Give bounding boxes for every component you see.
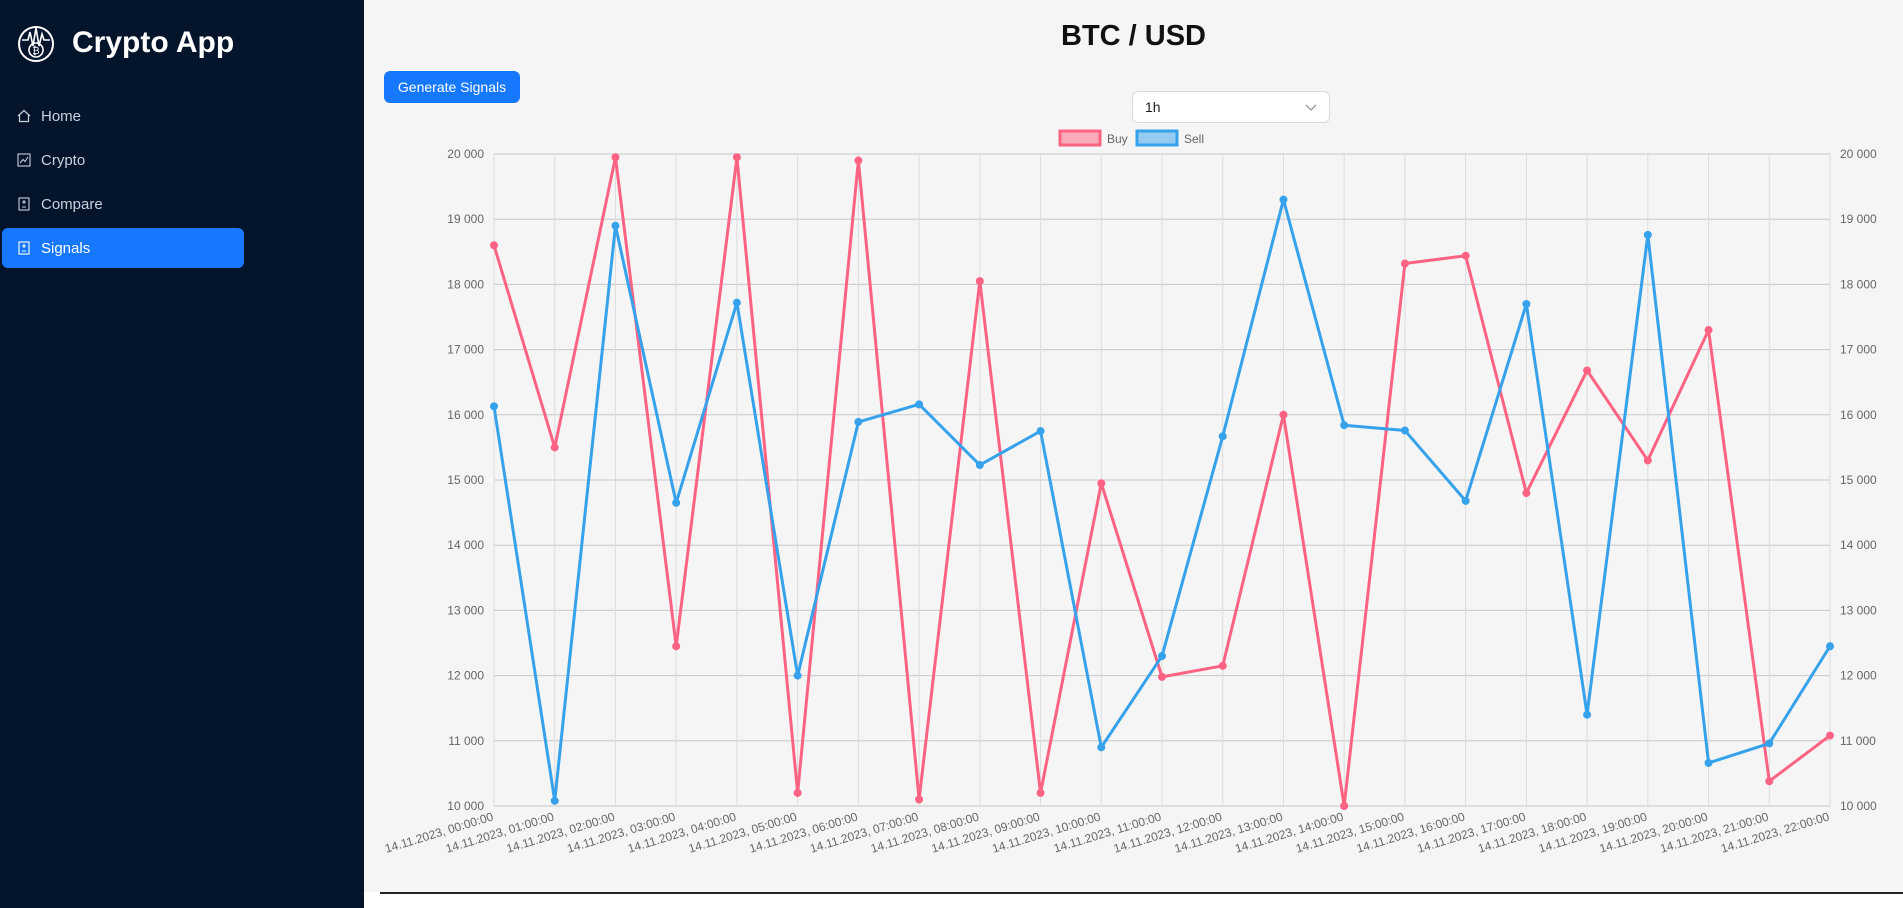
data-point-sell	[611, 221, 620, 230]
data-point-buy	[1765, 777, 1774, 786]
sidebar-item-crypto[interactable]: Crypto	[2, 140, 244, 180]
data-point-buy	[975, 277, 984, 286]
data-point-sell	[975, 461, 984, 470]
data-point-buy	[1400, 259, 1409, 268]
data-point-sell	[550, 796, 559, 805]
data-point-sell	[854, 417, 863, 426]
bitcoin-logo-icon: ₿	[18, 26, 54, 62]
sidebar-item-label: Crypto	[41, 151, 86, 169]
data-point-sell	[1583, 710, 1592, 719]
data-point-sell	[1826, 642, 1834, 651]
data-point-sell	[1400, 426, 1409, 435]
data-point-sell	[793, 671, 802, 680]
brand[interactable]: ₿ Crypto App	[16, 20, 234, 66]
data-point-buy	[1826, 731, 1834, 740]
data-point-buy	[1583, 366, 1592, 375]
data-point-sell	[1218, 432, 1227, 441]
data-point-buy	[1158, 672, 1166, 681]
legend-swatch-buy	[1058, 129, 1102, 147]
data-point-buy	[611, 153, 620, 162]
y-tick-label-left: 11 000	[448, 734, 484, 748]
legend-label-buy: Buy	[1107, 132, 1128, 146]
y-tick-label-left: 20 000	[447, 147, 484, 161]
data-point-buy	[793, 788, 802, 797]
data-point-buy	[1522, 489, 1531, 498]
y-tick-label-right: 17 000	[1840, 343, 1877, 357]
data-point-sell	[1158, 652, 1166, 661]
y-tick-label-right: 13 000	[1840, 603, 1877, 617]
footer-strip	[380, 892, 1903, 908]
y-tick-label-left: 14 000	[447, 538, 484, 552]
data-point-buy	[1036, 788, 1045, 797]
data-point-sell	[915, 400, 924, 409]
legend-label-sell: Sell	[1184, 132, 1204, 146]
y-tick-label-right: 14 000	[1840, 538, 1877, 552]
line-chart-icon	[17, 153, 31, 167]
y-tick-label-left: 17 000	[447, 343, 484, 357]
data-point-buy	[1704, 326, 1713, 335]
footer-divider	[380, 892, 1903, 894]
sidebar-item-signals[interactable]: Signals	[2, 228, 244, 268]
y-tick-label-right: 11 000	[1840, 734, 1876, 748]
data-point-buy	[672, 642, 681, 651]
data-point-buy	[1097, 479, 1106, 488]
data-point-buy	[550, 443, 559, 452]
signals-icon	[18, 241, 30, 255]
data-point-sell	[1643, 230, 1652, 239]
y-tick-label-left: 13 000	[447, 603, 484, 617]
data-point-sell	[1340, 421, 1349, 430]
sidebar-item-home[interactable]: Home	[2, 96, 244, 136]
y-tick-label-left: 16 000	[447, 408, 484, 422]
data-point-sell	[732, 298, 741, 307]
sidebar-item-label: Signals	[41, 239, 91, 257]
data-point-buy	[1218, 661, 1227, 670]
main-content: BTC / USD Generate Signals 1h	[364, 0, 1903, 892]
data-point-sell	[490, 402, 498, 411]
sidebar-nav: Home Crypto Compare Signals	[0, 96, 364, 272]
sidebar-item-label: Home	[41, 107, 82, 125]
y-tick-label-right: 12 000	[1840, 669, 1877, 683]
interval-select[interactable]: 1h	[1132, 91, 1330, 123]
data-point-buy	[915, 795, 924, 804]
data-point-buy	[1461, 251, 1470, 260]
legend-swatch-sell	[1135, 129, 1179, 147]
data-point-buy	[732, 153, 741, 162]
y-tick-label-left: 12 000	[447, 669, 484, 683]
y-tick-label-left: 10 000	[447, 799, 484, 813]
data-point-sell	[672, 498, 681, 507]
sidebar-item-label: Compare	[41, 195, 103, 213]
y-tick-label-left: 19 000	[447, 212, 484, 226]
sidebar: ₿ Crypto App Home Crypto Compare	[0, 0, 364, 908]
sidebar-item-compare[interactable]: Compare	[2, 184, 244, 224]
svg-text:₿: ₿	[32, 45, 39, 57]
y-tick-label-left: 15 000	[447, 473, 484, 487]
data-point-sell	[1279, 195, 1288, 204]
app-title: Crypto App	[72, 26, 235, 59]
y-tick-label-right: 18 000	[1840, 277, 1877, 291]
y-tick-label-right: 15 000	[1840, 473, 1877, 487]
page-title: BTC / USD	[1061, 20, 1206, 52]
data-point-sell	[1704, 758, 1713, 767]
data-point-sell	[1765, 739, 1774, 748]
data-point-buy	[1279, 410, 1288, 419]
data-point-buy	[1643, 456, 1652, 465]
data-point-buy	[854, 156, 863, 165]
interval-select-value: 1h	[1145, 99, 1161, 115]
data-point-sell	[1522, 299, 1531, 308]
data-point-sell	[1036, 427, 1045, 436]
data-point-sell	[1461, 496, 1470, 505]
data-point-sell	[1097, 743, 1106, 752]
chevron-down-icon	[1305, 104, 1317, 111]
data-point-buy	[1340, 802, 1349, 810]
y-tick-label-right: 10 000	[1840, 799, 1877, 813]
price-signals-chart: 10 000 10 000 11 000 11 000 12 000 12 000 13 0…	[383, 129, 1877, 856]
compare-icon	[18, 197, 30, 211]
home-icon	[17, 109, 31, 123]
y-tick-label-right: 20 000	[1840, 147, 1877, 161]
generate-signals-button[interactable]: Generate Signals	[384, 71, 520, 103]
y-tick-label-right: 19 000	[1840, 212, 1877, 226]
y-tick-label-left: 18 000	[447, 277, 484, 291]
data-point-buy	[490, 241, 498, 250]
y-tick-label-right: 16 000	[1840, 408, 1877, 422]
